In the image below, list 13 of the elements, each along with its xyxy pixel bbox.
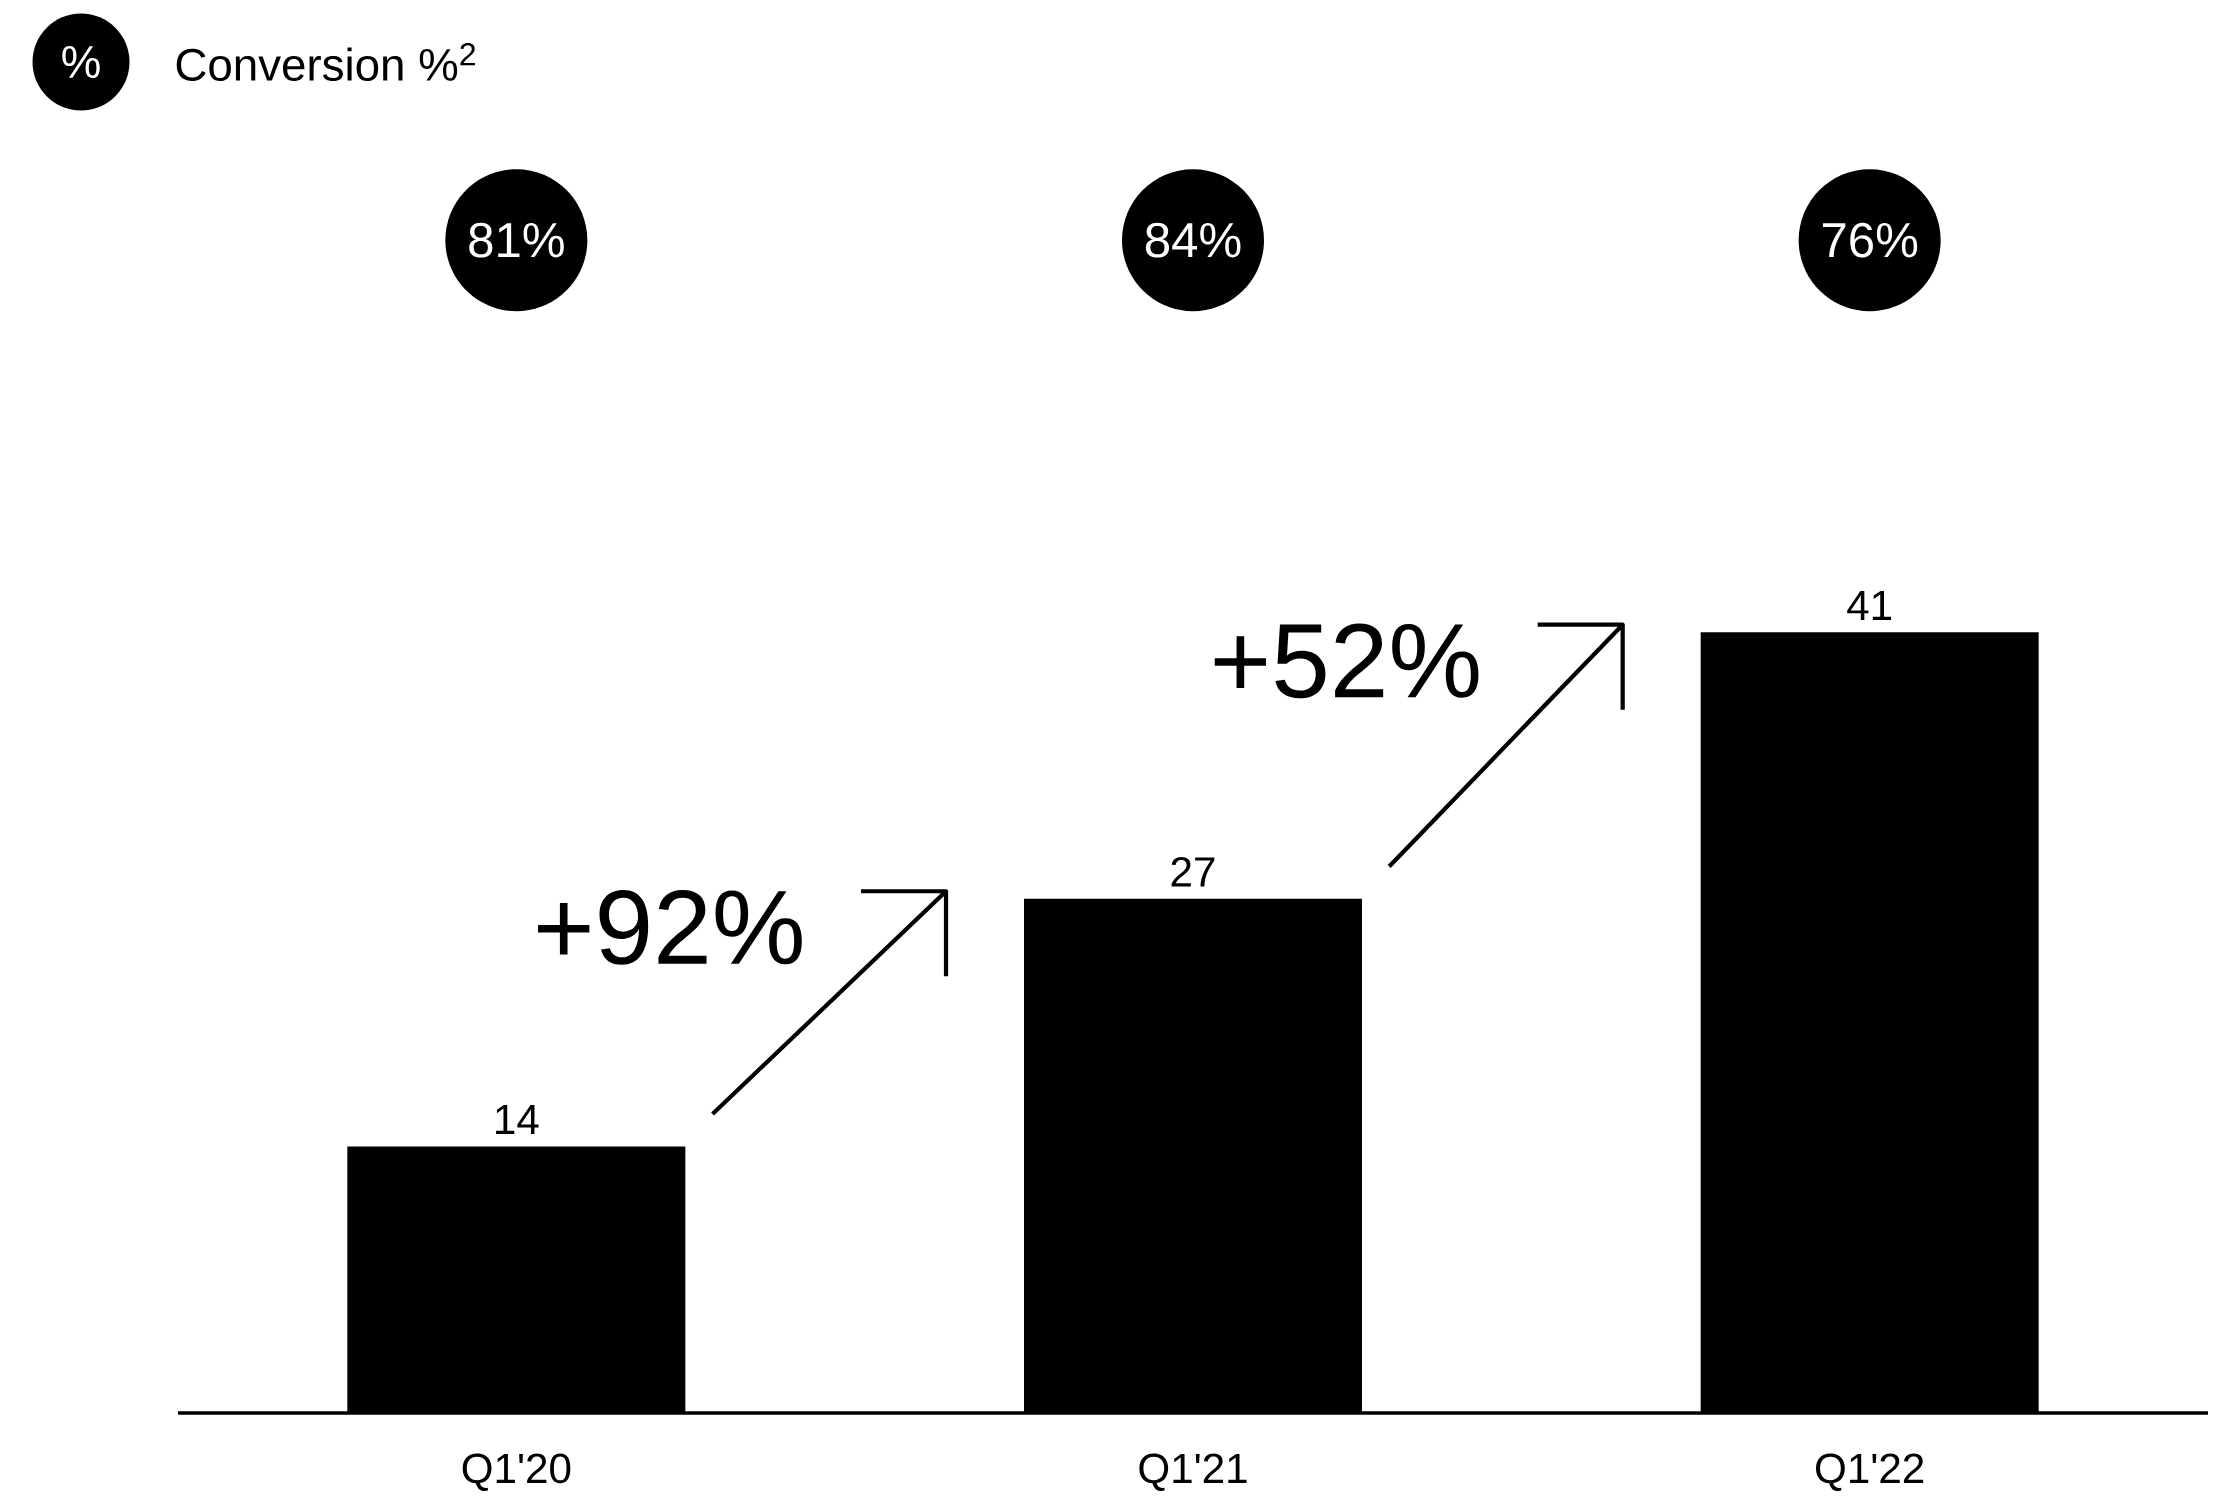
x-tick-label: Q1'21 — [1139, 1453, 1247, 1492]
text: 81% — [469, 222, 564, 258]
annotation: +92% — [538, 890, 802, 965]
chart-title: Conversion %$^{2}$ — [176, 43, 475, 82]
data-label: 14 — [496, 1105, 539, 1135]
data-label: 27 — [1171, 857, 1215, 887]
x-tick-label: Q1'20 — [462, 1453, 571, 1492]
text: 76% — [1822, 222, 1918, 258]
annotation: +52% — [1214, 623, 1479, 699]
text: 84% — [1145, 222, 1241, 258]
data-label: 41 — [1847, 591, 1892, 621]
text: % — [62, 46, 100, 79]
x-tick-label: Q1'22 — [1816, 1453, 1924, 1492]
